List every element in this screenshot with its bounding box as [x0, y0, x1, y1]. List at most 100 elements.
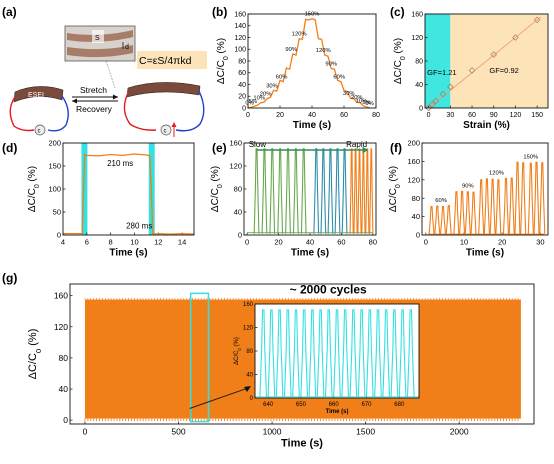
series-0-pulse-2: [269, 148, 276, 234]
plot-frame: [243, 142, 377, 236]
y-tick-label-3: 120: [229, 162, 242, 171]
fit-line: [428, 16, 542, 109]
y-tick-label-2: 100: [48, 185, 61, 194]
y-tick-label-0: 0: [419, 105, 423, 112]
inset-pulse-13: [365, 309, 374, 397]
y-tick-label-3: 60: [238, 70, 246, 77]
x-tick-label-0: 0: [246, 112, 250, 119]
sensor-strip-stretched: [126, 82, 201, 98]
x-tick-label-5: 150: [531, 112, 543, 119]
x-tick-label-0: 4: [61, 238, 65, 247]
y-tick-label-7: 140: [234, 23, 246, 30]
x-tick-label-4: 2000: [450, 427, 469, 437]
x-tick-label-0: 0: [424, 238, 428, 247]
series-2-pulse-0: [349, 148, 354, 234]
wire-blue-left: [47, 95, 69, 132]
data-point-6: [490, 51, 498, 58]
step-annotation-6: 90%: [285, 47, 297, 53]
step-annotation-3: 20%: [260, 92, 272, 98]
response-line: [63, 153, 195, 235]
x-axis-label: Time (s): [466, 248, 504, 259]
y-axis-label: ΔC/C0 (%): [210, 166, 224, 212]
series-line: [247, 18, 370, 109]
inset-pulse-4: [292, 309, 300, 397]
y-tick-label-0: 0: [250, 396, 254, 402]
series-1-pulse-1: [320, 148, 327, 234]
y-tick-label-1: 40: [415, 82, 423, 89]
zoom-electrode-highlight: [92, 30, 104, 43]
y-tick-label-1: 40: [246, 373, 253, 379]
y-tick-label-1: 40: [412, 212, 420, 221]
x-tick-label-1: 500: [171, 427, 185, 437]
inset-pulse-12: [357, 309, 366, 397]
data-point-2: [432, 97, 440, 105]
x-tick-label-0: 0: [245, 238, 249, 247]
y-tick-label-2: 80: [59, 353, 69, 363]
plot-frame: [424, 13, 549, 109]
formula-box: [137, 51, 207, 69]
series-2-pulse-2: [357, 148, 362, 234]
panel-label-d: (d): [2, 141, 17, 155]
y-tick-label-2: 80: [234, 185, 242, 194]
chart-d: 4 6 8 10 12 14 0 50 100 150 200 Time (s) ΔC/C0 (%) 21…: [27, 139, 195, 259]
series-0-pulse-5: [292, 148, 299, 234]
pulse-15: [520, 162, 527, 235]
y-tick-label-4: 80: [238, 58, 246, 65]
y-tick-label-0: 0: [57, 231, 61, 240]
x-tick-label-1: 20: [274, 238, 282, 247]
x-tick-label-3: 60: [337, 238, 345, 247]
zoom-label-s: S: [95, 35, 100, 42]
step-annotation-11: 60%: [333, 75, 345, 81]
y-tick-label-0: 0: [238, 231, 242, 240]
chart-b: 0 20 40 60 80 0 20 40 60 80 100 120 140 160 Time (s) ΔC…: [216, 11, 380, 131]
plot-frame: [69, 283, 535, 425]
step-annotation-10: 90%: [325, 62, 337, 68]
zoom-callout-line: [105, 60, 116, 89]
wire-blue-right: [175, 90, 205, 132]
capacitance-up-arrow-head: [171, 122, 177, 127]
recovery-label: Recovery: [76, 104, 113, 114]
high-strain-region: [450, 14, 548, 108]
panel-label-c: (c): [390, 5, 405, 19]
inset-pulse-14: [374, 309, 382, 397]
x-tick-label-0: 0: [427, 112, 431, 119]
panel-label-b: (b): [212, 5, 227, 19]
y-tick-label-2: 80: [246, 349, 253, 355]
chart-g-inset: 640 650 660 670 680 0 40 80 120 160 Time (s) ΔC/C0 …: [234, 302, 420, 415]
cycles-title: ~ 2000 cycles: [290, 282, 367, 296]
pulse-5: [459, 190, 466, 235]
series-2-pulse-4: [365, 148, 370, 234]
x-tick-label-4: 80: [372, 112, 380, 119]
x-axis-label: Time (s): [281, 438, 323, 450]
step-annotation-2: 10%: [253, 96, 265, 102]
electrode-label: ESEI: [28, 92, 44, 99]
series-2-pulse-1: [353, 148, 358, 234]
x-axis-label: Time (s): [326, 409, 349, 415]
inset-pulse-3: [283, 309, 292, 397]
y-axis-label: ΔC/C0 (%): [27, 166, 41, 212]
y-tick-label-2: 80: [412, 194, 420, 203]
panel-label-f: (f): [390, 141, 402, 155]
y-tick-label-4: 160: [54, 291, 68, 301]
step-annotation-7: 120%: [292, 32, 307, 38]
zoom-layer-bottom: [67, 45, 133, 58]
x-tick-label-1: 6: [85, 238, 89, 247]
chart-e: 0 20 40 60 80 0 40 80 120 160 Time (s) ΔC/C0 (%) Slo…: [210, 139, 377, 259]
data-point-7: [512, 34, 519, 41]
plot-frame: [247, 13, 377, 109]
x-tick-label-3: 1500: [356, 427, 375, 437]
series-0-pulse-4: [285, 148, 291, 234]
step-annotation-15: 5%: [362, 100, 370, 106]
data-point-4: [447, 83, 454, 91]
y-axis-label: ΔC/C0 (%): [216, 38, 230, 84]
series-2-pulse-5: [369, 148, 374, 234]
y-tick-label-4: 160: [243, 302, 254, 308]
y-tick-label-6: 120: [234, 35, 246, 42]
x-tick-label-5: 14: [178, 238, 186, 247]
zoom-callout-line: [189, 387, 249, 409]
x-tick-label-2: 40: [308, 112, 316, 119]
y-tick-label-5: 100: [234, 47, 246, 54]
series-1-pulse-0: [313, 148, 320, 234]
x-tick-label-2: 8: [109, 238, 113, 247]
